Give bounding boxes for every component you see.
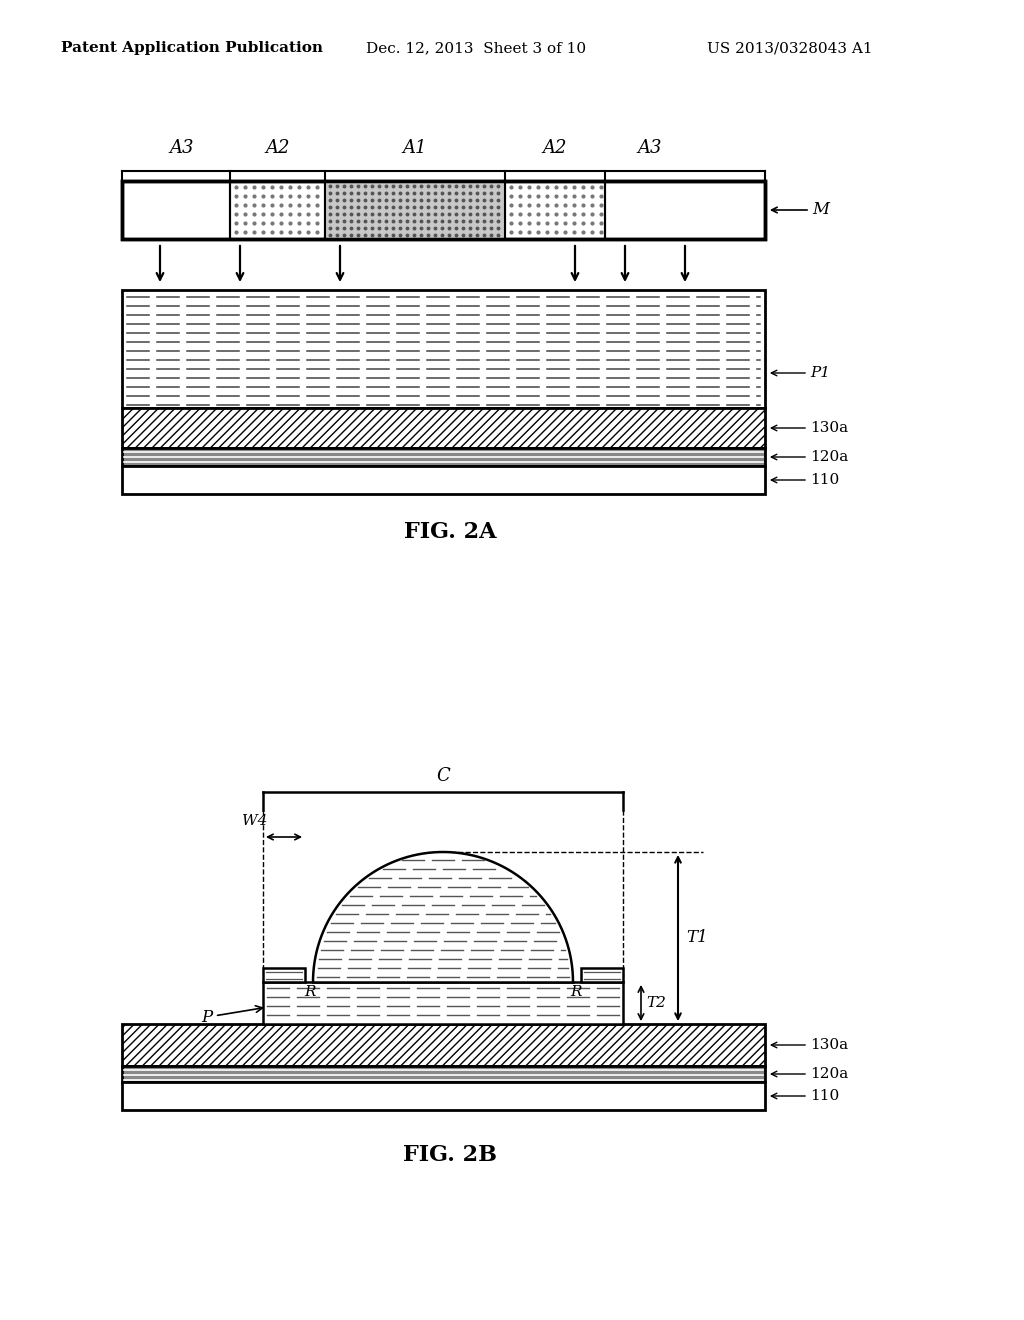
Text: 130a: 130a [810,421,848,436]
Text: A3: A3 [170,139,195,157]
Text: Dec. 12, 2013  Sheet 3 of 10: Dec. 12, 2013 Sheet 3 of 10 [366,41,586,55]
Text: 120a: 120a [810,1067,848,1081]
Bar [325,181,505,239]
Text: A2: A2 [266,139,290,157]
Text: T1: T1 [686,929,708,946]
Text: 120a: 120a [810,450,848,465]
Text: P: P [201,1006,262,1026]
Bar [122,466,765,494]
Bar [122,181,765,239]
Text: A2: A2 [543,139,567,157]
Text: US 2013/0328043 A1: US 2013/0328043 A1 [708,41,872,55]
Text: R: R [570,985,582,999]
Bar [122,181,765,239]
Text: 130a: 130a [810,1038,848,1052]
Text: C: C [436,767,450,785]
Text: W4: W4 [243,814,267,828]
Bar [581,968,623,982]
Text: Patent Application Publication: Patent Application Publication [61,41,323,55]
Polygon shape [313,851,573,982]
Text: R: R [304,985,315,999]
Bar [122,408,765,447]
Text: P1: P1 [810,366,830,380]
Text: M: M [812,202,829,219]
Bar [122,1024,765,1067]
Text: 110: 110 [810,1089,840,1104]
Bar [122,290,765,408]
Text: FIG. 2B: FIG. 2B [403,1144,497,1166]
Bar [122,447,765,466]
Bar [122,1082,765,1110]
Text: A1: A1 [402,139,427,157]
Bar [263,982,623,1024]
Text: FIG. 2A: FIG. 2A [403,521,497,543]
Bar [122,1067,765,1082]
Text: 110: 110 [810,473,840,487]
Text: A3: A3 [638,139,663,157]
Bar [263,968,305,982]
Text: T2: T2 [646,997,666,1010]
